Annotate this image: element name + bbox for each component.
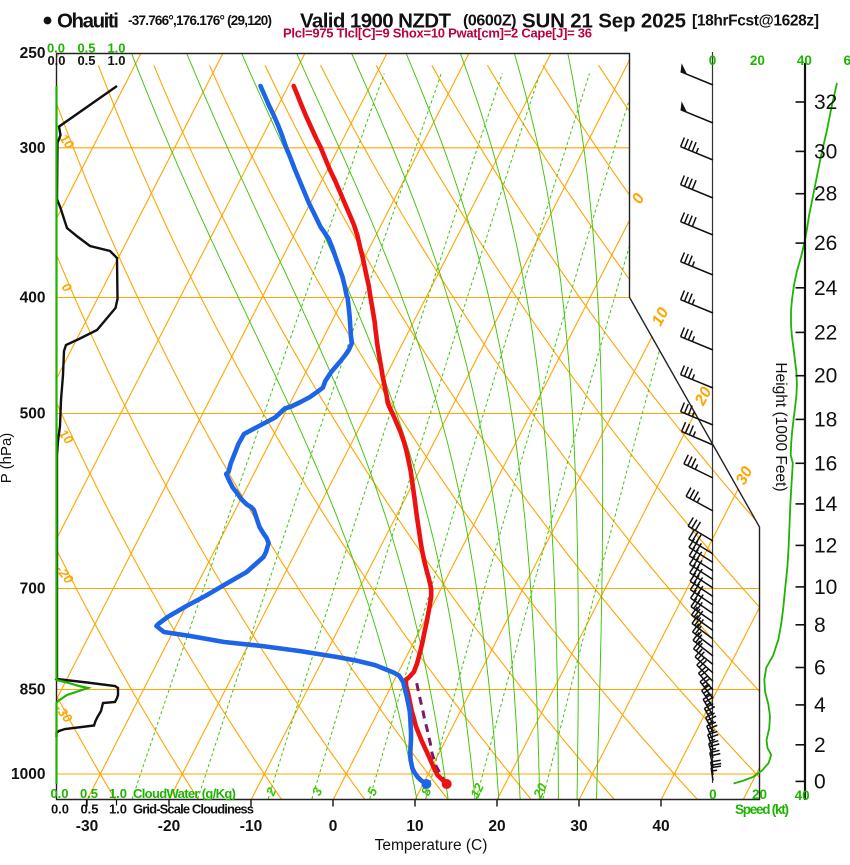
svg-text:6: 6 bbox=[814, 657, 826, 680]
svg-text:20: 20 bbox=[752, 787, 767, 802]
svg-text:(0600Z): (0600Z) bbox=[463, 13, 517, 30]
svg-text:20: 20 bbox=[814, 365, 837, 388]
svg-text:20: 20 bbox=[750, 53, 765, 68]
svg-text:Height (1000 Feet): Height (1000 Feet) bbox=[772, 362, 789, 491]
svg-text:Plcl=975 Tlcl[C]=9 Shox=10 Pwa: Plcl=975 Tlcl[C]=9 Shox=10 Pwat[cm]=2 Ca… bbox=[283, 26, 592, 41]
svg-text:500: 500 bbox=[20, 406, 46, 423]
svg-text:40: 40 bbox=[652, 818, 669, 835]
svg-text:30: 30 bbox=[733, 464, 756, 488]
svg-text:22: 22 bbox=[814, 321, 837, 344]
svg-text:Grid-Scale Cloudiness: Grid-Scale Cloudiness bbox=[133, 802, 254, 817]
svg-text:4: 4 bbox=[814, 694, 826, 717]
svg-text:1.0: 1.0 bbox=[107, 53, 125, 68]
svg-text:0.0: 0.0 bbox=[47, 53, 65, 68]
svg-text:1.0: 1.0 bbox=[107, 41, 125, 56]
svg-text:400: 400 bbox=[20, 290, 46, 307]
svg-text:Ohauiti: Ohauiti bbox=[57, 10, 119, 33]
svg-text:30: 30 bbox=[814, 140, 837, 163]
svg-text:24: 24 bbox=[814, 277, 838, 300]
svg-text:-30: -30 bbox=[76, 818, 98, 835]
svg-text:0: 0 bbox=[329, 818, 338, 835]
svg-text:0: 0 bbox=[814, 770, 826, 793]
svg-text:250: 250 bbox=[20, 45, 46, 62]
svg-text:1.0: 1.0 bbox=[109, 802, 127, 817]
svg-text:40: 40 bbox=[797, 53, 812, 68]
svg-text:16: 16 bbox=[814, 452, 837, 475]
svg-text:700: 700 bbox=[20, 581, 46, 598]
svg-text:0: 0 bbox=[709, 53, 717, 68]
svg-text:0.0: 0.0 bbox=[50, 786, 68, 801]
svg-text:-37.766°,176.176° (29,120): -37.766°,176.176° (29,120) bbox=[128, 13, 272, 28]
svg-text:10: 10 bbox=[814, 576, 837, 599]
svg-text:-10: -10 bbox=[240, 818, 262, 835]
svg-text:1000: 1000 bbox=[11, 766, 45, 783]
svg-text:60: 60 bbox=[843, 53, 850, 68]
svg-text:0: 0 bbox=[709, 787, 717, 802]
svg-text:CloudWater (g/Kg): CloudWater (g/Kg) bbox=[133, 786, 236, 801]
svg-text:20: 20 bbox=[692, 384, 716, 409]
svg-text:850: 850 bbox=[20, 682, 46, 699]
svg-text:8: 8 bbox=[814, 614, 826, 637]
svg-text:0.0: 0.0 bbox=[47, 41, 65, 56]
svg-text:-20: -20 bbox=[158, 818, 180, 835]
svg-text:10: 10 bbox=[649, 305, 672, 329]
svg-text:300: 300 bbox=[20, 140, 46, 157]
svg-text:26: 26 bbox=[814, 232, 837, 255]
svg-text:14: 14 bbox=[814, 493, 838, 516]
svg-text:18: 18 bbox=[814, 408, 837, 431]
svg-text:0.5: 0.5 bbox=[80, 802, 98, 817]
svg-text:20: 20 bbox=[530, 780, 550, 801]
svg-text:1.0: 1.0 bbox=[109, 786, 127, 801]
svg-text:20: 20 bbox=[488, 818, 505, 835]
svg-text:10: 10 bbox=[406, 818, 423, 835]
svg-text:12: 12 bbox=[814, 534, 837, 557]
svg-text:Speed (kt): Speed (kt) bbox=[735, 802, 789, 817]
svg-text:0.5: 0.5 bbox=[77, 53, 95, 68]
svg-text:40: 40 bbox=[795, 788, 810, 803]
svg-text:0.0: 0.0 bbox=[51, 802, 69, 817]
svg-text:Valid 1900 NZDT: Valid 1900 NZDT bbox=[300, 10, 451, 33]
svg-text:P (hPa): P (hPa) bbox=[0, 433, 15, 484]
svg-text:SUN 21 Sep 2025: SUN 21 Sep 2025 bbox=[522, 10, 686, 33]
svg-text:Temperature (C): Temperature (C) bbox=[375, 837, 488, 854]
svg-text:0.5: 0.5 bbox=[77, 41, 95, 56]
svg-text:12: 12 bbox=[467, 780, 487, 800]
svg-text:[18hrFcst@1628z]: [18hrFcst@1628z] bbox=[692, 13, 819, 30]
svg-text:0.5: 0.5 bbox=[80, 786, 98, 801]
svg-text:30: 30 bbox=[570, 818, 587, 835]
svg-text:2: 2 bbox=[814, 734, 826, 757]
svg-text:28: 28 bbox=[814, 183, 837, 206]
svg-text:32: 32 bbox=[814, 91, 837, 114]
